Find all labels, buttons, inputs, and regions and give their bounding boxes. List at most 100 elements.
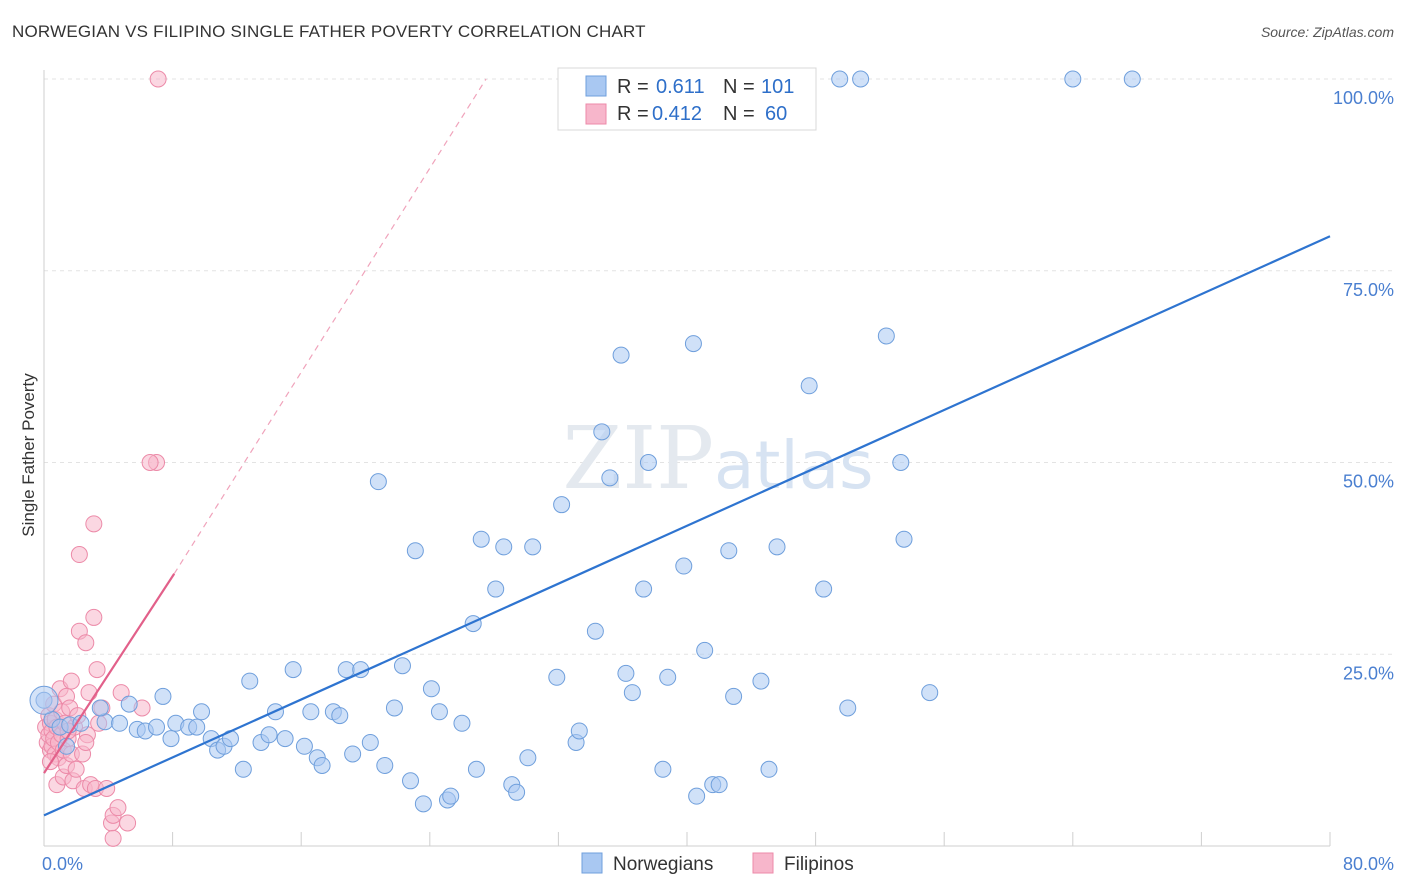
- norwegian-point: [684, 335, 702, 353]
- filipino-point: [62, 672, 80, 690]
- bottom-swatch-norwegians: [581, 852, 603, 874]
- bottom-legend-filipinos: Filipinos: [784, 854, 854, 875]
- filipino-trend-line: [43, 573, 176, 774]
- norwegian-point: [815, 580, 833, 598]
- filipino-point: [77, 733, 95, 751]
- norwegian-point: [406, 542, 424, 560]
- y-axis-ticks: 25.0% 50.0% 75.0% 100.0%: [1333, 88, 1394, 683]
- filipino-trend-extension: [173, 78, 487, 575]
- chart-source: Source: ZipAtlas.com: [1260, 24, 1394, 40]
- norwegian-point: [524, 538, 542, 556]
- norwegian-point: [241, 672, 259, 690]
- norwegian-point: [467, 760, 485, 778]
- norwegian-point: [402, 772, 420, 790]
- norwegian-point: [337, 661, 355, 679]
- norwegian-point: [553, 496, 571, 514]
- series-legend: Norwegians Filipinos: [581, 852, 854, 875]
- norwegian-point: [831, 70, 849, 88]
- norwegian-point: [895, 530, 913, 548]
- gridlines: [44, 78, 1394, 655]
- norwegian-point: [623, 684, 641, 702]
- filipino-point: [149, 70, 167, 88]
- norwegian-point: [696, 641, 714, 659]
- norwegian-point: [877, 327, 895, 345]
- norwegian-point: [768, 538, 786, 556]
- filipino-point: [85, 608, 103, 626]
- legend-swatch-filipinos: [585, 103, 607, 125]
- norwegian-point: [344, 745, 362, 763]
- correlation-legend: R = 0.611 N = 101 R = 0.412 N = 60: [557, 67, 817, 131]
- norwegian-point: [659, 668, 677, 686]
- norwegian-point: [1123, 70, 1141, 88]
- norwegian-point: [752, 672, 770, 690]
- filipino-point: [104, 829, 122, 847]
- y-tick-label: 50.0%: [1343, 472, 1394, 492]
- norwegian-point: [548, 668, 566, 686]
- norwegian-point: [519, 749, 537, 767]
- filipino-point: [77, 634, 95, 652]
- norwegian-point: [921, 684, 939, 702]
- watermark-atlas: atlas: [714, 427, 874, 504]
- norwegian-point: [472, 530, 490, 548]
- norwegian-point: [635, 580, 653, 598]
- trend-lines: [43, 78, 1331, 817]
- norwegian-point: [369, 473, 387, 491]
- norwegian-point: [313, 756, 331, 774]
- norwegian-point: [154, 687, 172, 705]
- filipino-point: [109, 799, 127, 817]
- y-tick-label: 25.0%: [1343, 663, 1394, 683]
- norwegian-point: [852, 70, 870, 88]
- y-axis-label: Single Father Poverty: [19, 373, 38, 537]
- norwegian-point: [601, 469, 619, 487]
- x-axis-ticks: [172, 832, 1331, 846]
- norwegian-point: [892, 454, 910, 471]
- norwegian-point: [361, 733, 379, 751]
- norwegian-point: [260, 726, 278, 744]
- norwegian-point: [393, 657, 411, 675]
- y-tick-label: 75.0%: [1343, 280, 1394, 300]
- norwegian-point: [331, 707, 349, 725]
- norwegian-point: [120, 695, 138, 713]
- legend-n-value-1: 60: [765, 103, 787, 125]
- legend-n-value-0: 101: [761, 76, 794, 98]
- filipino-point: [70, 546, 88, 564]
- legend-r-label-1: R =: [617, 103, 649, 125]
- norwegian-point: [612, 346, 630, 364]
- filipino-point: [119, 814, 137, 832]
- legend-r-value-0: 0.611: [656, 76, 705, 98]
- norwegian-point: [508, 783, 526, 801]
- x-tick-label-min: 0.0%: [42, 854, 83, 874]
- norwegian-point: [91, 699, 109, 717]
- y-tick-label: 100.0%: [1333, 88, 1394, 108]
- norwegian-point: [193, 703, 211, 721]
- norwegian-point: [453, 714, 471, 732]
- norwegian-point: [570, 722, 588, 740]
- norwegian-point: [487, 580, 505, 598]
- legend-swatch-norwegians: [585, 75, 607, 97]
- norwegian-point: [675, 557, 693, 575]
- norwegian-point: [586, 622, 604, 640]
- legend-r-label-0: R =: [617, 76, 649, 98]
- norwegian-point: [800, 377, 818, 395]
- filipino-point: [85, 515, 103, 533]
- legend-n-label-0: N =: [723, 76, 755, 98]
- norwegian-point: [617, 664, 635, 682]
- norwegian-point: [430, 703, 448, 721]
- norwegian-point: [234, 760, 252, 778]
- norwegian-point: [111, 714, 129, 732]
- norwegian-point: [188, 718, 206, 736]
- x-tick-label-max: 80.0%: [1343, 854, 1394, 874]
- norwegian-point: [654, 760, 672, 778]
- norwegian-point: [442, 787, 460, 805]
- norwegian-point: [148, 718, 166, 736]
- norwegian-point: [1064, 70, 1082, 88]
- legend-n-label-1: N =: [723, 103, 755, 125]
- bottom-legend-norwegians: Norwegians: [613, 854, 713, 875]
- norwegian-point: [385, 699, 403, 717]
- norwegian-point: [725, 687, 743, 705]
- norwegian-point: [162, 730, 180, 748]
- norwegian-point: [688, 787, 706, 805]
- norwegian-point: [593, 423, 611, 441]
- norwegian-point: [414, 795, 432, 813]
